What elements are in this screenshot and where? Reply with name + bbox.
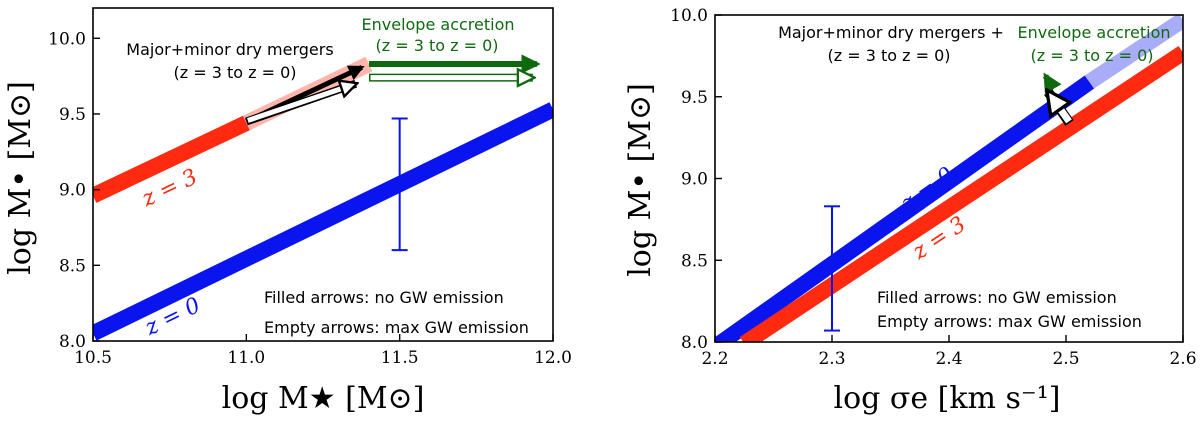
left-series-z3-line bbox=[93, 115, 250, 203]
left-x-ticks: 10.5 11.0 11.5 12.0 bbox=[74, 334, 572, 368]
right-y-tick-label: 8.0 bbox=[681, 333, 708, 353]
left-y-axis-label: log M• [M⊙] bbox=[3, 81, 38, 275]
left-y-tick-label: 8.5 bbox=[59, 256, 86, 276]
right-envelope-arrow-filled bbox=[1042, 72, 1062, 94]
left-y-tick-label: 9.5 bbox=[59, 105, 86, 125]
right-y-tick-label: 10.0 bbox=[670, 6, 708, 26]
left-axes-frame bbox=[92, 7, 554, 342]
right-x-tick-label: 2.6 bbox=[1169, 349, 1196, 369]
left-y-tick-label: 8.0 bbox=[59, 332, 86, 352]
right-x-tick-label: 2.2 bbox=[701, 349, 728, 369]
left-plot-area bbox=[93, 54, 553, 341]
left-panel: 10.5 11.0 11.5 12.0 8.08.59.09.510.0 z = 3 … bbox=[3, 7, 572, 416]
left-x-axis-label: log M★ [M⊙] bbox=[222, 381, 425, 416]
left-x-tick-label: 11.5 bbox=[381, 348, 419, 368]
left-mergers-label: Major+minor dry mergers bbox=[126, 40, 333, 59]
right-merger-arrow-empty-fill bbox=[1048, 92, 1069, 124]
right-y-axis-label: log M• [M⊙] bbox=[623, 83, 658, 277]
left-merger-arrow-empty bbox=[245, 84, 356, 126]
right-empty-note: Empty arrows: max GW emission bbox=[877, 312, 1142, 331]
right-y-tick-label: 9.0 bbox=[681, 170, 708, 190]
left-envelope-range: (z = 3 to z = 0) bbox=[375, 36, 498, 55]
left-merger-arrow-empty-fill bbox=[247, 84, 356, 123]
right-envelope-label: Envelope accretion bbox=[1018, 23, 1171, 42]
right-y-tick-label: 9.5 bbox=[681, 88, 708, 108]
right-filled-note: Filled arrows: no GW emission bbox=[877, 288, 1117, 307]
left-mergers-range: (z = 3 to z = 0) bbox=[173, 63, 296, 82]
right-x-tick-label: 2.3 bbox=[818, 349, 845, 369]
left-y-tick-label: 9.0 bbox=[59, 181, 86, 201]
right-merger-arrow-empty bbox=[1044, 92, 1074, 126]
right-panel: 2.2 2.3 2.4 2.5 2.6 8.08.59.09.510.0 z = 0 z… bbox=[623, 6, 1197, 416]
left-error-bar bbox=[391, 117, 408, 252]
left-x-tick-label: 12.0 bbox=[534, 348, 572, 368]
left-x-tick-label: 11.0 bbox=[227, 348, 265, 368]
left-x-tick-label: 10.5 bbox=[74, 348, 112, 368]
left-y-ticks: 8.0 8.5 9.0 9.5 10.0 bbox=[48, 29, 100, 352]
right-x-tick-label: 2.5 bbox=[1052, 349, 1079, 369]
left-empty-note: Empty arrows: max GW emission bbox=[264, 318, 529, 337]
right-series-z3-line bbox=[739, 45, 1183, 342]
left-y-tick-label: 10.0 bbox=[48, 29, 86, 49]
right-mergers-range: (z = 3 to z = 0) bbox=[827, 46, 950, 65]
right-series-z0-line bbox=[715, 75, 1095, 342]
left-envelope-label: Envelope accretion bbox=[362, 15, 515, 34]
left-series-z0-line bbox=[93, 102, 553, 341]
right-y-tick-label: 8.5 bbox=[681, 251, 708, 271]
right-x-tick-label: 2.4 bbox=[935, 349, 962, 369]
right-x-axis-label: log σe [km s⁻¹] bbox=[834, 381, 1061, 416]
right-series-z0-faded-line bbox=[1084, 15, 1183, 89]
right-plot-area bbox=[715, 15, 1183, 342]
right-mergers-label: Major+minor dry mergers + bbox=[778, 23, 1004, 42]
right-envelope-range: (z = 3 to z = 0) bbox=[1030, 46, 1153, 65]
right-x-ticks: 2.2 2.3 2.4 2.5 2.6 bbox=[701, 335, 1197, 369]
left-filled-note: Filled arrows: no GW emission bbox=[264, 288, 504, 307]
right-y-ticks: 8.0 8.5 9.0 9.5 10.0 bbox=[670, 6, 722, 353]
right-error-bar bbox=[824, 205, 840, 332]
